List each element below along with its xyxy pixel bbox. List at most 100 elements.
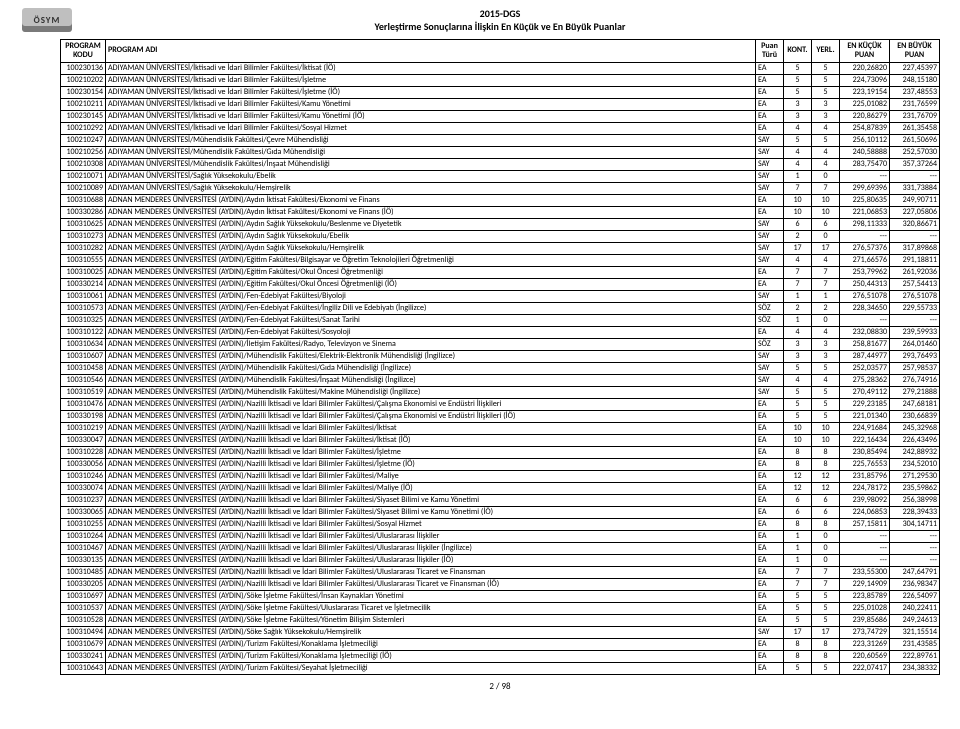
cell-yerl: 4 — [812, 254, 840, 266]
cell-turu: EA — [756, 122, 784, 134]
cell-kucuk: 229,14909 — [840, 578, 890, 590]
cell-yerl: 0 — [812, 530, 840, 542]
cell-kucuk: 239,85686 — [840, 614, 890, 626]
cell-turu: SÖZ — [756, 302, 784, 314]
cell-turu: EA — [756, 602, 784, 614]
cell-kucuk: 223,19154 — [840, 86, 890, 98]
cell-adi: ADNAN MENDERES ÜNİVERSİTESİ (AYDIN)/Nazi… — [106, 542, 756, 554]
cell-kucuk: 273,74729 — [840, 626, 890, 638]
cell-kucuk: 222,07417 — [840, 662, 890, 674]
cell-adi: ADNAN MENDERES ÜNİVERSİTESİ (AYDIN)/Turi… — [106, 638, 756, 650]
cell-yerl: 0 — [812, 554, 840, 566]
cell-kodu: 100310237 — [61, 494, 106, 506]
cell-turu: EA — [756, 434, 784, 446]
cell-yerl: 1 — [812, 290, 840, 302]
cell-turu: EA — [756, 482, 784, 494]
cell-kodu: 100330214 — [61, 278, 106, 290]
cell-adi: ADIYAMAN ÜNİVERSİTESİ/Sağlık Yüksekokulu… — [106, 182, 756, 194]
cell-turu: SAY — [756, 182, 784, 194]
cell-adi: ADNAN MENDERES ÜNİVERSİTESİ (AYDIN)/Nazi… — [106, 470, 756, 482]
table-row: 100330047ADNAN MENDERES ÜNİVERSİTESİ (AY… — [61, 434, 940, 446]
cell-adi: ADNAN MENDERES ÜNİVERSİTESİ (AYDIN)/Nazi… — [106, 422, 756, 434]
cell-yerl: 0 — [812, 542, 840, 554]
cell-kont: 6 — [784, 506, 812, 518]
cell-adi: ADNAN MENDERES ÜNİVERSİTESİ (AYDIN)/Söke… — [106, 602, 756, 614]
cell-kont: 3 — [784, 98, 812, 110]
cell-kucuk: 283,75470 — [840, 158, 890, 170]
cell-kont: 8 — [784, 638, 812, 650]
cell-yerl: 5 — [812, 362, 840, 374]
cell-adi: ADNAN MENDERES ÜNİVERSİTESİ (AYDIN)/Nazi… — [106, 530, 756, 542]
cell-kont: 5 — [784, 86, 812, 98]
table-row: 100230145ADIYAMAN ÜNİVERSİTESİ/İktisadi … — [61, 110, 940, 122]
cell-kodu: 100310061 — [61, 290, 106, 302]
cell-kodu: 100210089 — [61, 182, 106, 194]
cell-turu: SAY — [756, 290, 784, 302]
page: ÖSYM 2015-DGS Yerleştirme Sonuçlarına İl… — [0, 0, 960, 708]
cell-kont: 5 — [784, 386, 812, 398]
col-yerl: YERL. — [812, 40, 840, 63]
cell-yerl: 7 — [812, 182, 840, 194]
cell-kodu: 100310625 — [61, 218, 106, 230]
cell-adi: ADIYAMAN ÜNİVERSİTESİ/İktisadi ve İdari … — [106, 98, 756, 110]
cell-kucuk: 276,51078 — [840, 290, 890, 302]
cell-kucuk: 232,08830 — [840, 326, 890, 338]
col-kont: KONT. — [784, 40, 812, 63]
table-row: 100210089ADIYAMAN ÜNİVERSİTESİ/Sağlık Yü… — [61, 182, 940, 194]
cell-yerl: 8 — [812, 446, 840, 458]
cell-kont: 4 — [784, 146, 812, 158]
cell-kont: 5 — [784, 362, 812, 374]
cell-kont: 5 — [784, 614, 812, 626]
cell-adi: ADNAN MENDERES ÜNİVERSİTESİ (AYDIN)/Söke… — [106, 590, 756, 602]
cell-turu: EA — [756, 266, 784, 278]
cell-adi: ADNAN MENDERES ÜNİVERSİTESİ (AYDIN)/Nazi… — [106, 458, 756, 470]
cell-kucuk: 240,58888 — [840, 146, 890, 158]
cell-kucuk: 221,06853 — [840, 206, 890, 218]
cell-adi: ADNAN MENDERES ÜNİVERSİTESİ (AYDIN)/Turi… — [106, 662, 756, 674]
cell-kont: 5 — [784, 590, 812, 602]
cell-turu: EA — [756, 542, 784, 554]
cell-buyuk: 227,05806 — [890, 206, 940, 218]
cell-turu: EA — [756, 98, 784, 110]
cell-kucuk: 253,79962 — [840, 266, 890, 278]
table-row: 100310282ADNAN MENDERES ÜNİVERSİTESİ (AY… — [61, 242, 940, 254]
cell-buyuk: 231,43585 — [890, 638, 940, 650]
cell-yerl: 17 — [812, 242, 840, 254]
cell-turu: EA — [756, 650, 784, 662]
cell-kucuk: 220,26820 — [840, 62, 890, 74]
cell-buyuk: 276,74916 — [890, 374, 940, 386]
cell-kodu: 100330205 — [61, 578, 106, 590]
cell-adi: ADNAN MENDERES ÜNİVERSİTESİ (AYDIN)/Mühe… — [106, 374, 756, 386]
cell-kont: 10 — [784, 422, 812, 434]
cell-kucuk: 224,78172 — [840, 482, 890, 494]
table-row: 100210211ADIYAMAN ÜNİVERSİTESİ/İktisadi … — [61, 98, 940, 110]
cell-kucuk: 225,01082 — [840, 98, 890, 110]
cell-buyuk: 222,89761 — [890, 650, 940, 662]
cell-adi: ADNAN MENDERES ÜNİVERSİTESİ (AYDIN)/Nazi… — [106, 578, 756, 590]
cell-buyuk: 317,89868 — [890, 242, 940, 254]
cell-turu: SAY — [756, 158, 784, 170]
cell-turu: EA — [756, 194, 784, 206]
cell-yerl: 10 — [812, 194, 840, 206]
cell-yerl: 3 — [812, 110, 840, 122]
cell-yerl: 10 — [812, 422, 840, 434]
cell-adi: ADNAN MENDERES ÜNİVERSİTESİ (AYDIN)/Nazi… — [106, 518, 756, 530]
cell-kodu: 100210292 — [61, 122, 106, 134]
title-line-2: Yerleştirme Sonuçlarına İlişkin En Küçük… — [60, 21, 940, 34]
cell-adi: ADNAN MENDERES ÜNİVERSİTESİ (AYDIN)/Fen-… — [106, 326, 756, 338]
cell-buyuk: 357,37264 — [890, 158, 940, 170]
cell-yerl: 12 — [812, 482, 840, 494]
table-row: 100230136ADIYAMAN ÜNİVERSİTESİ/İktisadi … — [61, 62, 940, 74]
cell-buyuk: 321,15514 — [890, 626, 940, 638]
col-buyuk: EN BÜYÜK PUAN — [890, 40, 940, 63]
cell-turu: SAY — [756, 170, 784, 182]
cell-buyuk: 235,59862 — [890, 482, 940, 494]
table-row: 100310228ADNAN MENDERES ÜNİVERSİTESİ (AY… — [61, 446, 940, 458]
table-row: 100310625ADNAN MENDERES ÜNİVERSİTESİ (AY… — [61, 218, 940, 230]
cell-buyuk: 279,21888 — [890, 386, 940, 398]
cell-buyuk: 257,98537 — [890, 362, 940, 374]
cell-yerl: 7 — [812, 578, 840, 590]
cell-buyuk: 240,22411 — [890, 602, 940, 614]
cell-kodu: 100310607 — [61, 350, 106, 362]
cell-buyuk: 257,54413 — [890, 278, 940, 290]
